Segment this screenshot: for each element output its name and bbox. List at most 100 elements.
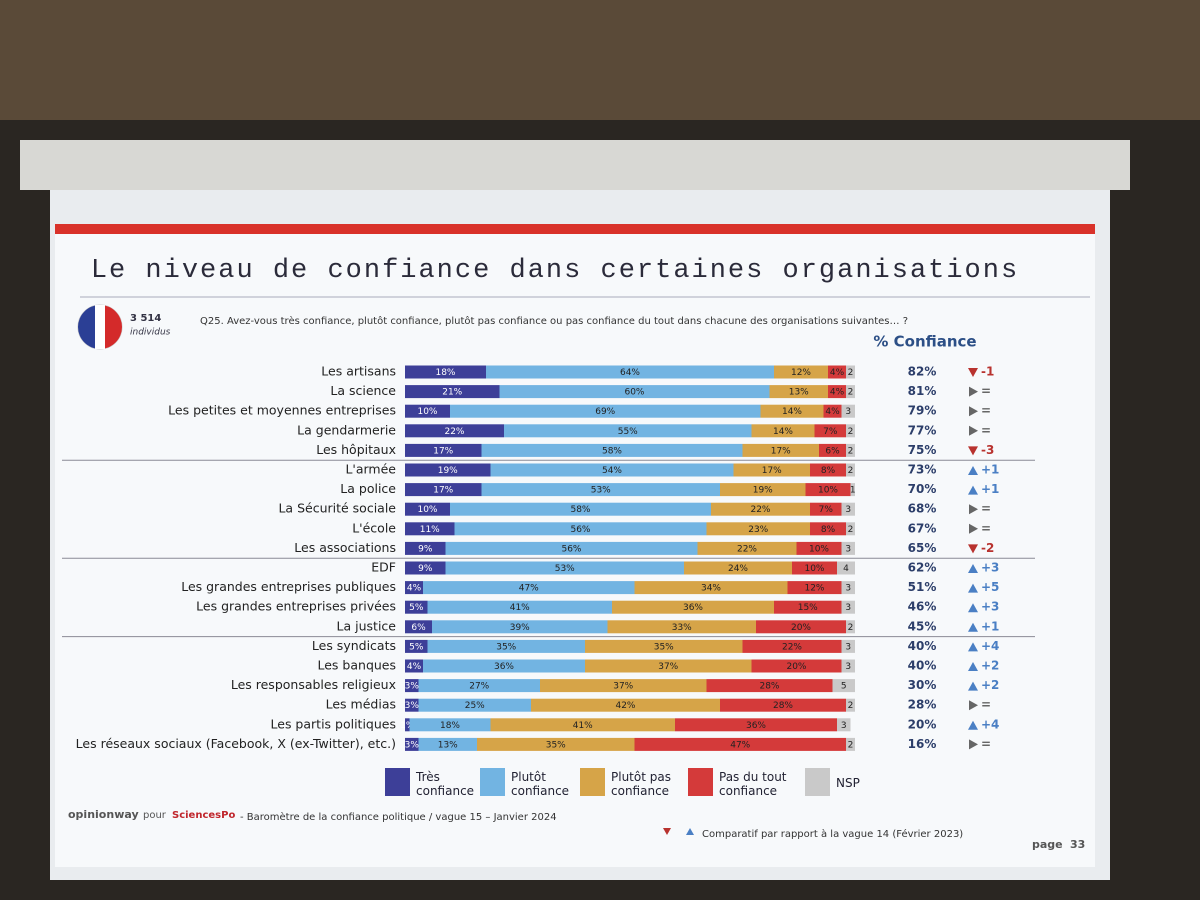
bar-segment [634,581,788,595]
bar-segment [706,522,810,536]
bar-segment [504,424,752,438]
bar-segment [486,365,774,379]
value-label: 55% [618,427,638,437]
value-label: 18% [440,721,460,731]
value-label: 9% [418,564,433,574]
legend-label: Plutôt confiance [511,770,570,798]
value-label: 27% [469,682,489,692]
value-label: 2 [848,623,854,633]
value-label: 4% [825,407,840,417]
value-label: 4 [843,564,849,574]
change-icon [968,544,978,554]
flag-blue [78,305,100,349]
change-value: +2 [981,659,999,673]
bar-segment [405,659,423,673]
bar-segment [531,698,720,712]
bar-segment [418,737,477,751]
value-label: 3 [845,407,851,417]
value-label: 5% [409,642,424,652]
value-label: 3 [845,603,851,613]
value-label: 3% [405,701,420,711]
bar-segment [490,718,675,732]
value-label: 1% [400,721,415,731]
bar-segment [409,718,491,732]
bar-segment [481,483,720,497]
comparison-note: Comparatif par rapport à la vague 14 (Fé… [702,828,963,840]
change-value: +1 [981,463,999,477]
value-label: 10% [417,407,437,417]
bar-segment [832,679,855,693]
value-label: 7% [819,505,834,515]
bar-segment [841,502,855,516]
bar-segment [432,620,608,634]
change-value: = [981,737,991,751]
change-icon [969,386,978,397]
category-label: Les artisans [321,364,396,379]
bar-segment [585,639,743,653]
bar-segment [846,365,855,379]
value-label: 1 [850,486,856,496]
bar-segment [445,561,684,575]
confidence-value: 65% [908,541,937,555]
bar-segment [481,443,743,457]
value-label: 4% [407,584,422,594]
value-label: 15% [798,603,818,613]
bar-segment [837,718,851,732]
value-label: 22% [750,505,770,515]
confidence-value: 70% [908,482,937,496]
change-value: +4 [981,639,999,653]
confidence-value: 28% [908,698,937,712]
bar-segment [733,463,810,477]
bar-segment [427,600,612,614]
value-label: 10% [417,505,437,515]
bar-segment [846,463,855,477]
value-label: 60% [624,388,644,398]
value-label: 3% [405,740,420,750]
bar-segment [720,483,806,497]
value-label: 58% [602,446,622,456]
bar-segment [841,581,855,595]
bar-segment [405,541,446,555]
bar-segment [405,620,432,634]
bar-segment [405,718,410,732]
bar-segment [810,502,842,516]
legend-label: Très confiance [416,770,475,798]
value-label: 3 [845,662,851,672]
change-value: +4 [981,717,999,731]
change-value: -2 [981,541,994,555]
confidence-value: 40% [908,659,937,673]
flag-red [100,305,122,349]
bar-segment [684,561,792,575]
category-label: Les hôpitaux [316,442,396,457]
bar-segment [846,385,855,399]
value-label: 34% [701,584,721,594]
legend-swatch [688,768,713,796]
down-icon [663,828,671,835]
brand: opinionway [68,808,139,821]
category-label: Les grandes entreprises publiques [181,579,396,594]
value-label: 10% [809,544,829,554]
bar-segment [774,600,842,614]
value-label: 6% [411,623,426,633]
change-value: = [981,384,991,398]
category-label: Les partis politiques [271,716,396,731]
bar-segment [810,522,846,536]
value-label: 3 [845,505,851,515]
bar-segment [405,698,419,712]
bar-segment [756,620,846,634]
bar-segment [540,679,707,693]
bar-segment [828,385,846,399]
confidence-value: 40% [908,639,937,653]
slide-title: Le niveau de confiance dans certaines or… [91,256,1019,286]
value-label: 69% [595,407,615,417]
bar-segment [841,600,855,614]
category-label: La police [340,481,396,496]
bar-segment [846,522,855,536]
bar-segment [405,561,446,575]
change-value: -1 [981,365,994,379]
bar-segment [846,424,855,438]
category-label: Les syndicats [312,638,396,653]
confidence-value: 67% [908,521,937,535]
legend-swatch [480,768,505,796]
